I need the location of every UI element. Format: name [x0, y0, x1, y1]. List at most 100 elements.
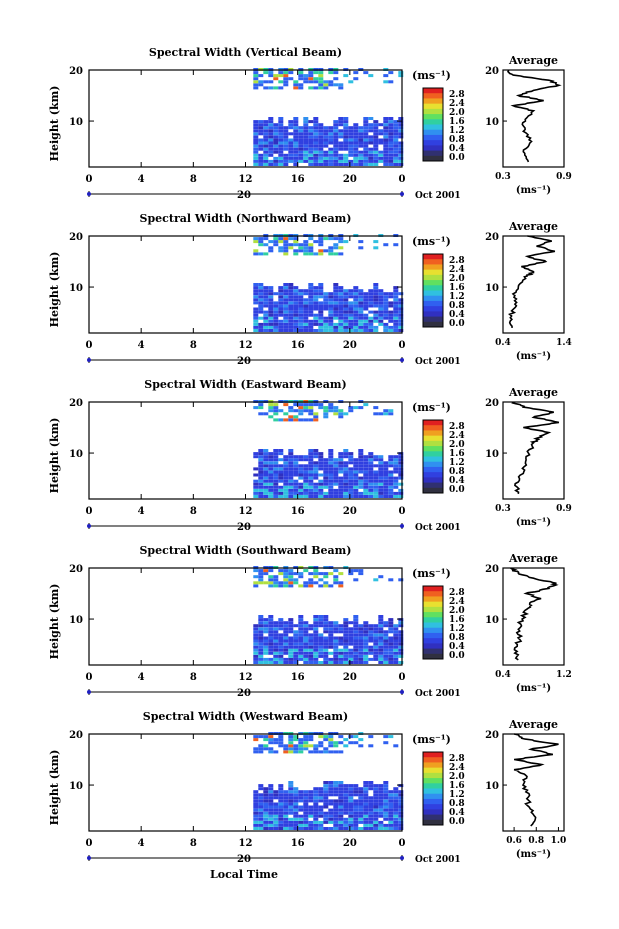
colorbar-swatch [423, 472, 443, 478]
heatmap-cell [283, 141, 289, 145]
heatmap-cell [258, 307, 264, 311]
heatmap-cell [268, 823, 274, 827]
heatmap-cell [343, 313, 349, 317]
heatmap-cell [358, 141, 364, 145]
heatmap-cell [338, 325, 344, 329]
heatmap-cell [383, 153, 389, 157]
heatmap-cell [333, 329, 339, 332]
heatmap-cell [323, 141, 329, 145]
heatmap-cell [318, 467, 324, 471]
heatmap-cell [388, 482, 394, 486]
heatmap-cell [338, 491, 344, 495]
heatmap-cell [368, 476, 374, 480]
heatmap-cell [373, 482, 379, 486]
heatmap-cell [278, 418, 284, 422]
heatmap-cell [303, 569, 309, 573]
heatmap-cell [313, 575, 319, 579]
heatmap-cell [288, 476, 294, 480]
x-tick-label: 12 [239, 506, 253, 517]
heatmap-cell [293, 661, 299, 664]
heatmap-cell [388, 292, 394, 296]
heatmap-cell [373, 406, 379, 410]
heatmap-cell [388, 319, 394, 323]
heatmap-cell [348, 636, 354, 640]
heatmap-cell [343, 624, 349, 628]
heatmap-cell [308, 409, 314, 413]
heatmap-cell [333, 781, 339, 784]
heatmap-cell [288, 624, 294, 628]
colorbar-swatch [423, 98, 443, 105]
heatmap-cell [338, 624, 344, 628]
heatmap-cell [293, 310, 299, 314]
colorbar-swatch [423, 804, 443, 810]
heatmap-cell [388, 147, 394, 151]
heatmap-cell [273, 123, 279, 127]
heatmap-cell [373, 633, 379, 637]
heatmap-cell [303, 325, 309, 329]
heatmap-cell [328, 738, 334, 742]
heatmap-cell [308, 654, 314, 658]
heatmap-cell [303, 648, 309, 652]
heatmap-cell [353, 304, 359, 308]
heatmap-cell [278, 322, 284, 326]
heatmap-cell [253, 316, 259, 320]
heatmap-cell [383, 243, 389, 247]
heatmap-cell [383, 159, 389, 163]
heatmap-cell [308, 823, 314, 827]
heatmap-cell [258, 817, 264, 821]
heatmap-cell [283, 153, 289, 157]
heatmap-cell [388, 156, 394, 160]
heatmap-cell [298, 71, 304, 75]
heatmap-cell [253, 654, 259, 658]
colorbar-swatch [423, 435, 443, 442]
heatmap-cell [328, 639, 334, 643]
x-tick-label: 20 [343, 672, 357, 683]
heatmap-cell [298, 455, 304, 459]
heatmap-cell [373, 132, 379, 136]
heatmap-cell [328, 452, 334, 456]
heatmap-cell [333, 298, 339, 302]
heatmap-cell [383, 735, 389, 739]
heatmap-cell [273, 301, 279, 305]
heatmap-cell [368, 295, 374, 299]
heatmap-cell [338, 802, 344, 806]
heatmap-cell [318, 283, 324, 286]
heatmap-cell [318, 572, 324, 576]
heatmap-cell [258, 479, 264, 483]
heatmap-cell [293, 418, 299, 422]
heatmap-cell [308, 292, 314, 296]
heatmap-cell [373, 473, 379, 477]
heatmap-cell [263, 292, 269, 296]
heatmap-cell [328, 409, 334, 413]
heatmap-cell [328, 787, 334, 791]
heatmap-cell [293, 488, 299, 492]
heatmap-cell [268, 657, 274, 661]
heatmap-cell [378, 473, 384, 477]
heatmap-cell [263, 132, 269, 136]
heatmap-cell [333, 316, 339, 320]
heatmap-cell [353, 657, 359, 661]
heatmap-cell [343, 123, 349, 127]
heatmap-cell [278, 470, 284, 474]
x-tick-label: 4 [138, 506, 145, 517]
colorbar-tick-label: 1.6 [449, 615, 465, 625]
heatmap-cell [363, 781, 369, 784]
heatmap-cell [353, 482, 359, 486]
heatmap-cell [368, 163, 374, 166]
heatmap-cell [268, 120, 274, 124]
y-axis-label: Height (km) [48, 750, 61, 826]
heatmap-cell [263, 735, 269, 739]
day-start-marker [87, 358, 91, 362]
heatmap-cell [303, 817, 309, 821]
heatmap-cell [253, 747, 259, 751]
heatmap-cell [303, 627, 309, 631]
heatmap-cell [348, 630, 354, 634]
heatmap-cell [328, 636, 334, 640]
heatmap-cell [343, 156, 349, 160]
heatmap-cell [378, 138, 384, 142]
heatmap-cell [268, 621, 274, 625]
heatmap-cell [288, 811, 294, 815]
heatmap-cell [258, 648, 264, 652]
heatmap-cell [283, 319, 289, 323]
heatmap-cell [353, 645, 359, 649]
